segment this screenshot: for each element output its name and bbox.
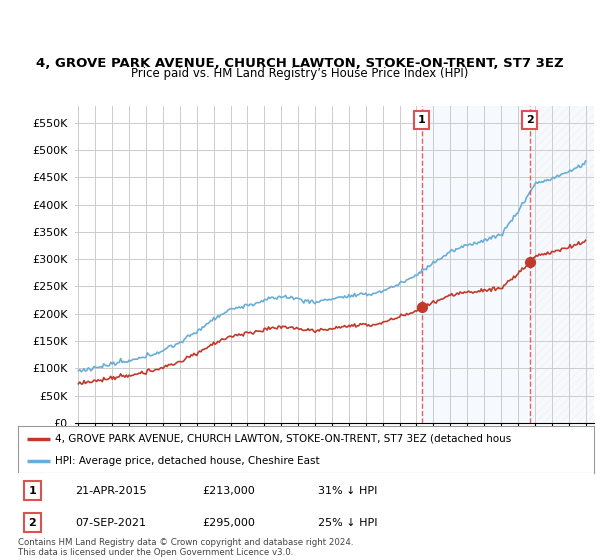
Bar [530,106,594,423]
Text: 2: 2 [29,518,36,528]
Text: £213,000: £213,000 [202,486,255,496]
Text: 4, GROVE PARK AVENUE, CHURCH LAWTON, STOKE-ON-TRENT, ST7 3EZ: 4, GROVE PARK AVENUE, CHURCH LAWTON, STO… [36,57,564,70]
Text: 4, GROVE PARK AVENUE, CHURCH LAWTON, STOKE-ON-TRENT, ST7 3EZ (detached hous: 4, GROVE PARK AVENUE, CHURCH LAWTON, STO… [55,434,512,444]
Text: 21-APR-2015: 21-APR-2015 [76,486,147,496]
Text: 25% ↓ HPI: 25% ↓ HPI [317,518,377,528]
Text: Contains HM Land Registry data © Crown copyright and database right 2024.
This d: Contains HM Land Registry data © Crown c… [18,538,353,557]
Text: 2: 2 [526,115,533,125]
Text: HPI: Average price, detached house, Cheshire East: HPI: Average price, detached house, Ches… [55,456,320,466]
Text: £295,000: £295,000 [202,518,255,528]
Text: Price paid vs. HM Land Registry’s House Price Index (HPI): Price paid vs. HM Land Registry’s House … [131,67,469,80]
Text: 31% ↓ HPI: 31% ↓ HPI [317,486,377,496]
Text: 07-SEP-2021: 07-SEP-2021 [76,518,146,528]
Bar [422,106,530,423]
Text: 1: 1 [418,115,425,125]
Text: 1: 1 [29,486,36,496]
